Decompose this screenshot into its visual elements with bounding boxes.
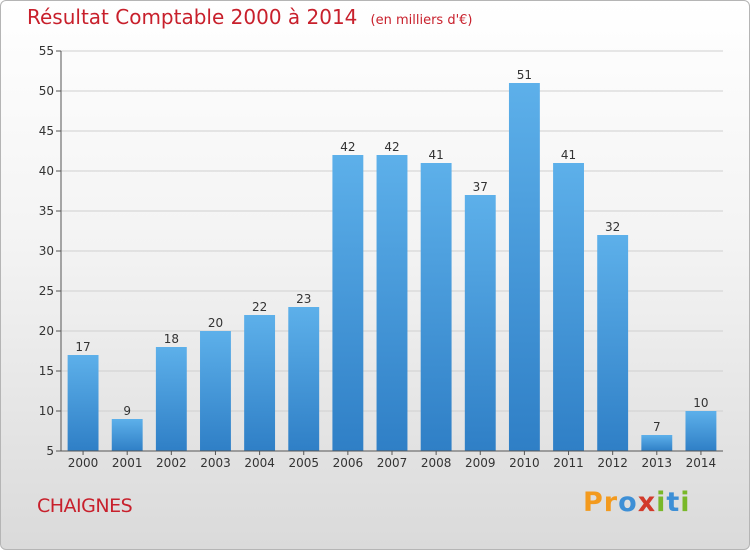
bar-value-label: 7 <box>653 420 661 434</box>
bar-2006 <box>332 155 364 451</box>
y-tick-label: 50 <box>39 84 54 98</box>
bar-value-label: 32 <box>605 220 620 234</box>
bar-value-label: 9 <box>123 404 131 418</box>
bar-value-label: 22 <box>252 300 267 314</box>
bar-2011 <box>553 163 584 451</box>
x-tick-label: 2008 <box>421 456 452 470</box>
x-tick-label: 2006 <box>333 456 364 470</box>
x-tick-label: 2009 <box>465 456 496 470</box>
bar-value-label: 37 <box>473 180 488 194</box>
y-tick-label: 45 <box>39 124 54 138</box>
y-tick-label: 10 <box>39 404 54 418</box>
bar-value-label: 18 <box>164 332 179 346</box>
bar-2000 <box>67 355 99 451</box>
logo-letter: i <box>680 487 691 518</box>
proxiti-logo: Proxiti <box>583 487 691 518</box>
x-tick-label: 2007 <box>377 456 408 470</box>
bar-value-label: 42 <box>384 140 399 154</box>
y-tick-label: 40 <box>39 164 54 178</box>
bar-2005 <box>288 307 320 451</box>
bar-2014 <box>685 411 717 451</box>
y-tick-label: 20 <box>39 324 54 338</box>
bar-value-label: 41 <box>428 148 443 162</box>
logo-letter: P <box>583 487 604 518</box>
bar-2004 <box>244 315 276 451</box>
x-tick-label: 2013 <box>642 456 673 470</box>
logo-letter: x <box>637 487 657 518</box>
bar-2009 <box>464 195 496 451</box>
x-tick-label: 2003 <box>200 456 231 470</box>
chart-title-main: Résultat Comptable 2000 à 2014 <box>27 5 358 29</box>
x-tick-label: 2010 <box>509 456 540 470</box>
bar-value-label: 42 <box>340 140 355 154</box>
y-tick-label: 15 <box>39 364 54 378</box>
y-tick-label: 25 <box>39 284 54 298</box>
bar-2003 <box>200 331 231 451</box>
logo-letter: o <box>618 487 638 518</box>
commune-name: CHAIGNES <box>37 495 133 517</box>
chart-title: Résultat Comptable 2000 à 2014 (en milli… <box>27 5 472 29</box>
x-tick-label: 2001 <box>112 456 143 470</box>
bar-2010 <box>508 83 540 451</box>
x-tick-label: 2011 <box>553 456 584 470</box>
bar-value-label: 20 <box>208 316 223 330</box>
x-tick-label: 2005 <box>288 456 319 470</box>
bar-2012 <box>597 235 629 451</box>
y-tick-label: 30 <box>39 244 54 258</box>
y-tick-label: 5 <box>46 444 54 458</box>
logo-letter: i <box>656 487 667 518</box>
bar-value-label: 10 <box>693 396 708 410</box>
bar-2008 <box>420 163 452 451</box>
x-tick-label: 2014 <box>686 456 717 470</box>
bar-2013 <box>641 435 673 451</box>
bar-value-label: 51 <box>517 68 532 82</box>
x-tick-label: 2002 <box>156 456 187 470</box>
chart-title-unit: (en milliers d'€) <box>370 13 473 28</box>
bar-2007 <box>376 155 408 451</box>
y-tick-label: 55 <box>39 44 54 58</box>
x-tick-label: 2000 <box>68 456 99 470</box>
bar-value-label: 41 <box>561 148 576 162</box>
bar-value-label: 17 <box>75 340 90 354</box>
x-tick-label: 2004 <box>244 456 275 470</box>
y-tick-label: 35 <box>39 204 54 218</box>
logo-letter: r <box>603 487 619 518</box>
bar-value-label: 23 <box>296 292 311 306</box>
bar-2002 <box>155 347 187 451</box>
bar-2001 <box>111 419 143 451</box>
logo-letter: t <box>666 487 681 518</box>
x-tick-label: 2012 <box>597 456 628 470</box>
